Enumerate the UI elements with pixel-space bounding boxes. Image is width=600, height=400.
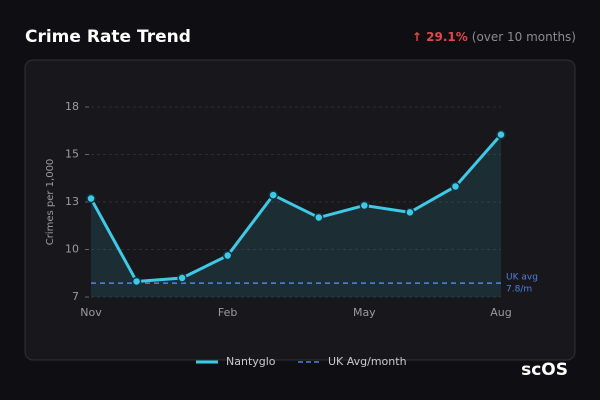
- chart-title: Crime Rate Trend: [25, 27, 191, 47]
- point: [86, 193, 96, 204]
- y-axis-label: Crimes per 1,000: [45, 159, 56, 246]
- x-tick-label: Aug: [490, 306, 511, 319]
- x-tick-label: Feb: [218, 306, 237, 319]
- line: [89, 133, 503, 283]
- y-tick-label: 7: [72, 290, 79, 303]
- point: [359, 200, 370, 211]
- legend-label: UK Avg/month: [328, 355, 407, 368]
- x-tick-label: Nov: [80, 306, 102, 319]
- point: [222, 250, 233, 261]
- point: [496, 129, 506, 140]
- point: [314, 212, 324, 223]
- x-tick-label: May: [353, 306, 376, 319]
- point: [268, 190, 278, 200]
- reference-label: 7.8/m: [506, 285, 532, 295]
- point: [405, 207, 415, 218]
- y-tick-label: 18: [65, 100, 79, 113]
- y-tick-label: 13: [65, 195, 79, 208]
- point: [450, 181, 461, 192]
- y-tick-label: 15: [65, 148, 79, 161]
- area: [91, 134, 501, 297]
- legend-label: Nantyglo: [226, 355, 276, 368]
- point: [131, 276, 142, 287]
- reference-label: UK avg: [506, 273, 538, 283]
- change-note: (over 10 months): [472, 30, 576, 44]
- point: [177, 273, 187, 283]
- y-tick-label: 10: [65, 243, 79, 256]
- chart-panel: [24, 59, 576, 361]
- logo: scOS: [521, 360, 568, 380]
- change-summary: ↑ 29.1% (over 10 months): [412, 30, 576, 44]
- change-value: ↑ 29.1%: [412, 30, 468, 44]
